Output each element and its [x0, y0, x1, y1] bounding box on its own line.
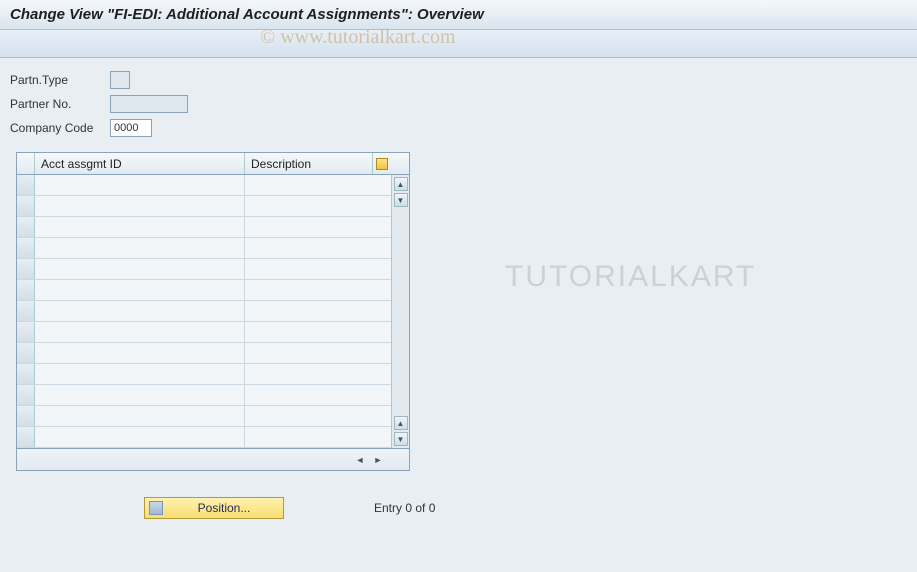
page-title: Change View "FI-EDI: Additional Account …: [10, 6, 484, 23]
table-grid: Acct assgmt ID Description ▲ ▼ ▲ ▼ ◄ ►: [16, 152, 410, 471]
table-row[interactable]: [17, 343, 391, 364]
table-row[interactable]: [17, 196, 391, 217]
cell-acct[interactable]: [35, 175, 245, 195]
cell-desc[interactable]: [245, 301, 373, 321]
column-header-acct[interactable]: Acct assgmt ID: [35, 153, 245, 174]
row-selector[interactable]: [17, 196, 35, 216]
entry-count-text: Entry 0 of 0: [374, 501, 435, 515]
table-row[interactable]: [17, 217, 391, 238]
row-selector[interactable]: [17, 280, 35, 300]
column-header-selector[interactable]: [17, 153, 35, 174]
table-row[interactable]: [17, 259, 391, 280]
bottom-area: Position... Entry 0 of 0: [144, 497, 907, 519]
table-footer: ◄ ►: [17, 448, 409, 470]
cell-acct[interactable]: [35, 427, 245, 447]
input-partn-type[interactable]: [110, 71, 130, 89]
position-icon: [149, 501, 163, 515]
table-row[interactable]: [17, 385, 391, 406]
cell-acct[interactable]: [35, 238, 245, 258]
table-row[interactable]: [17, 238, 391, 259]
title-bar: Change View "FI-EDI: Additional Account …: [0, 0, 917, 30]
cell-desc[interactable]: [245, 364, 373, 384]
table-row[interactable]: [17, 427, 391, 448]
input-partner-no[interactable]: [110, 95, 188, 113]
cell-acct[interactable]: [35, 301, 245, 321]
scroll-right-button[interactable]: ►: [371, 453, 385, 467]
row-selector[interactable]: [17, 175, 35, 195]
cell-desc[interactable]: [245, 196, 373, 216]
cell-acct[interactable]: [35, 217, 245, 237]
cell-desc[interactable]: [245, 343, 373, 363]
cell-acct[interactable]: [35, 196, 245, 216]
cell-desc[interactable]: [245, 406, 373, 426]
input-company-code[interactable]: [110, 119, 152, 137]
position-button-label: Position...: [169, 501, 279, 515]
table-row[interactable]: [17, 406, 391, 427]
row-selector[interactable]: [17, 322, 35, 342]
cell-acct[interactable]: [35, 385, 245, 405]
cell-acct[interactable]: [35, 280, 245, 300]
position-button[interactable]: Position...: [144, 497, 284, 519]
row-selector[interactable]: [17, 406, 35, 426]
table-row[interactable]: [17, 322, 391, 343]
form-row-partner-no: Partner No.: [10, 94, 907, 114]
scroll-down-button[interactable]: ▼: [394, 193, 408, 207]
cell-acct[interactable]: [35, 343, 245, 363]
toolbar: [0, 30, 917, 58]
label-partn-type: Partn.Type: [10, 73, 110, 87]
cell-acct[interactable]: [35, 364, 245, 384]
cell-acct[interactable]: [35, 406, 245, 426]
scroll-left-button[interactable]: ◄: [353, 453, 367, 467]
table-container: Acct assgmt ID Description ▲ ▼ ▲ ▼ ◄ ►: [16, 152, 410, 471]
table-config-button[interactable]: [373, 153, 391, 174]
form-row-partn-type: Partn.Type: [10, 70, 907, 90]
scroll-up-button[interactable]: ▲: [394, 177, 408, 191]
row-selector[interactable]: [17, 427, 35, 447]
cell-desc[interactable]: [245, 385, 373, 405]
label-partner-no: Partner No.: [10, 97, 110, 111]
table-header: Acct assgmt ID Description: [17, 153, 409, 175]
form-area: Partn.Type Partner No. Company Code: [10, 70, 907, 138]
table-row[interactable]: [17, 301, 391, 322]
row-selector[interactable]: [17, 217, 35, 237]
cell-desc[interactable]: [245, 175, 373, 195]
row-selector[interactable]: [17, 364, 35, 384]
cell-acct[interactable]: [35, 322, 245, 342]
cell-desc[interactable]: [245, 280, 373, 300]
row-selector[interactable]: [17, 238, 35, 258]
table-settings-icon: [376, 158, 388, 170]
table-rows-area: [17, 175, 391, 448]
vertical-scrollbar[interactable]: ▲ ▼ ▲ ▼: [391, 175, 409, 448]
scroll-up-button-bottom[interactable]: ▲: [394, 416, 408, 430]
cell-desc[interactable]: [245, 217, 373, 237]
table-row[interactable]: [17, 364, 391, 385]
cell-desc[interactable]: [245, 259, 373, 279]
content-area: Partn.Type Partner No. Company Code Acct…: [0, 58, 917, 531]
scroll-down-button-bottom[interactable]: ▼: [394, 432, 408, 446]
column-header-desc[interactable]: Description: [245, 153, 373, 174]
form-row-company-code: Company Code: [10, 118, 907, 138]
cell-acct[interactable]: [35, 259, 245, 279]
row-selector[interactable]: [17, 385, 35, 405]
label-company-code: Company Code: [10, 121, 110, 135]
cell-desc[interactable]: [245, 322, 373, 342]
table-row[interactable]: [17, 280, 391, 301]
table-body: ▲ ▼ ▲ ▼: [17, 175, 409, 448]
cell-desc[interactable]: [245, 238, 373, 258]
table-row[interactable]: [17, 175, 391, 196]
row-selector[interactable]: [17, 343, 35, 363]
row-selector[interactable]: [17, 301, 35, 321]
cell-desc[interactable]: [245, 427, 373, 447]
row-selector[interactable]: [17, 259, 35, 279]
